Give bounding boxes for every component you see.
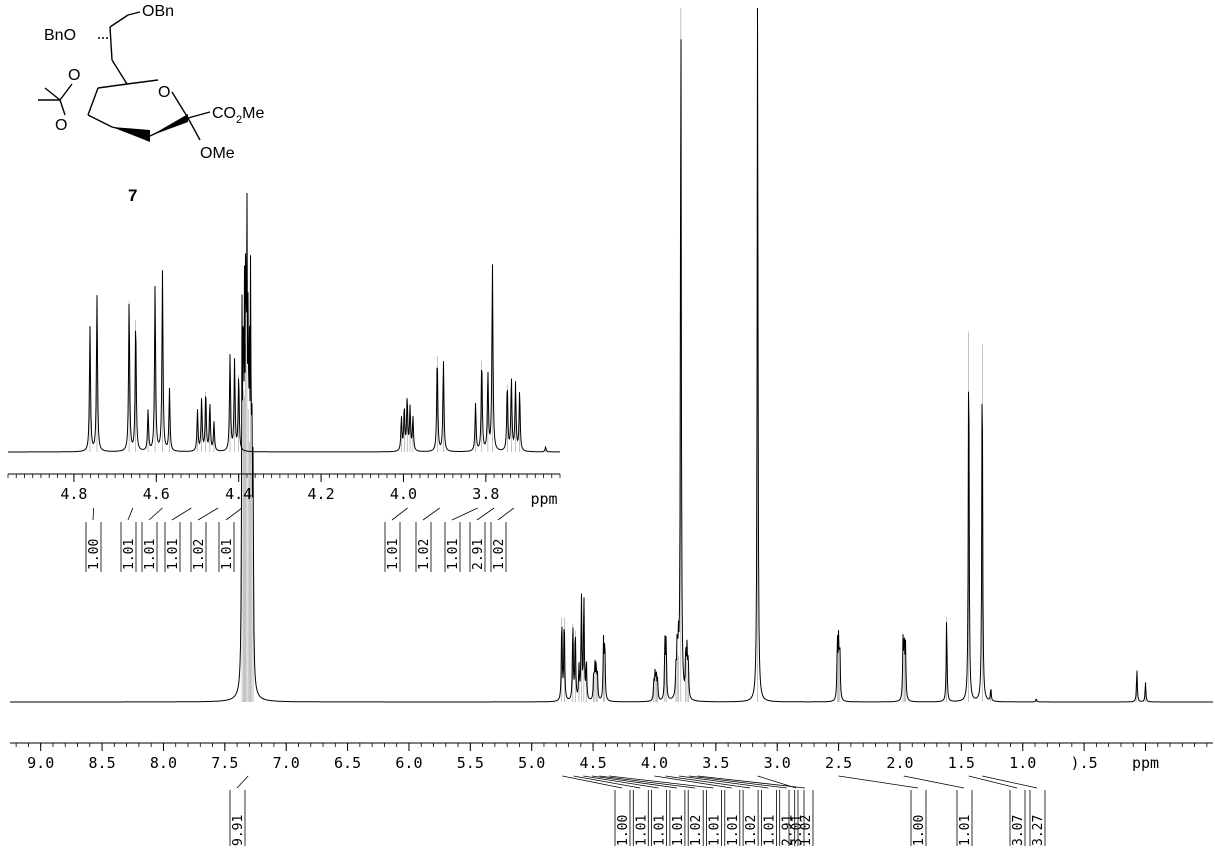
main-integral-bracket-2 — [573, 775, 649, 846]
main-integral-label-15: 3.07 — [1011, 815, 1026, 846]
main-tick-label-18: ppm — [1132, 754, 1159, 772]
main-tick-label-12: 3.0 — [764, 754, 791, 772]
inset-tick-label-1: 4.6 — [143, 485, 170, 503]
main-tick-label-13: 2.5 — [825, 754, 852, 772]
inset-tick-label-0: 4.8 — [60, 485, 87, 503]
main-integral-bracket-14 — [903, 775, 973, 846]
inset-tick-label-3: 4.2 — [308, 485, 335, 503]
main-tick-label-3: 7.5 — [211, 754, 238, 772]
label-ester: CO2Me — [212, 105, 264, 126]
main-integral-label-10: 2.91 — [781, 815, 796, 846]
inset-integral-bracket-7 — [415, 507, 440, 572]
inset-integral-label-8: 1.01 — [446, 539, 461, 570]
inset-tick-label-4: 4.0 — [390, 485, 417, 503]
main-integral-label-8: 1.02 — [744, 815, 759, 846]
main-integral-label-9: 1.01 — [762, 815, 777, 846]
main-tick-label-17: ).5 — [1071, 754, 1098, 772]
main-tick-label-2: 8.0 — [150, 754, 177, 772]
inset-integral-bracket-1 — [120, 507, 137, 572]
inset-integral-label-1: 1.01 — [122, 539, 137, 570]
main-integral-label-14: 1.01 — [958, 815, 973, 846]
main-tick-label-5: 6.5 — [334, 754, 361, 772]
main-tick-label-16: 1.0 — [1009, 754, 1036, 772]
main-tick-label-9: 4.5 — [580, 754, 607, 772]
main-spectrum: 9.0 8.5 8.0 7.5 7.0 6.5 6.0 5.5 5.0 4.5 4.0 3.5 3.0 2… — [10, 7, 1213, 846]
main-integral-label-2: 1.01 — [634, 815, 649, 846]
inset-integral-label-3: 1.01 — [166, 539, 181, 570]
main-integral-bracket-16 — [982, 775, 1046, 846]
inset-integral-bracket-2 — [141, 507, 163, 572]
main-tick-label-1: 8.5 — [89, 754, 116, 772]
main-tick-label-15: 1.5 — [948, 754, 975, 772]
inset-integral-label-6: 1.01 — [386, 539, 401, 570]
inset-integral-bracket-5 — [218, 507, 243, 572]
main-spectrum-trace — [10, 7, 1213, 703]
main-integral-label-6: 1.01 — [708, 815, 723, 846]
inset-integral-label-9: 2.91 — [471, 539, 486, 570]
label-bno: BnO — [44, 27, 76, 44]
structure-labels: OBn BnO O O O CO2Me OMe 7 — [44, 3, 264, 205]
main-integral-label-3: 1.01 — [653, 815, 668, 846]
main-integral-bracket-6 — [608, 775, 722, 846]
inset-integral-bracket-10 — [490, 507, 515, 572]
inset-integral-label-4: 1.02 — [192, 539, 207, 570]
inset-integral-bracket-4 — [190, 507, 219, 572]
main-tick-label-11: 3.5 — [702, 754, 729, 772]
inset-integral-bracket-6 — [384, 507, 408, 572]
main-integral-bracket-9 — [678, 775, 777, 846]
main-integral-bracket-1 — [562, 775, 631, 846]
main-integral-label-7: 1.01 — [726, 815, 741, 846]
inset-integral-bracket-9 — [469, 507, 495, 572]
main-integral-label-13: 1.00 — [912, 815, 927, 846]
main-integral-bracket-15 — [968, 775, 1026, 846]
main-integral-bracket-11 — [697, 775, 814, 846]
main-tick-label-6: 6.0 — [395, 754, 422, 772]
inset-spectrum: 4.8 4.6 4.4 4.2 4.0 3.8 ppm 1.00 1.01 1.01 1.01 1.… — [7, 264, 561, 572]
inset-x-axis-unit: ppm — [530, 490, 557, 508]
main-integral-label-5: 1.02 — [689, 815, 704, 846]
inset-integral-bracket-8 — [444, 507, 478, 572]
main-tick-label-7: 5.5 — [457, 754, 484, 772]
label-ome: OMe — [200, 145, 235, 162]
inset-integral-label-5: 1.01 — [220, 539, 235, 570]
main-tick-label-8: 5.0 — [518, 754, 545, 772]
main-tick-label-4: 7.0 — [273, 754, 300, 772]
main-integral-bracket-3 — [583, 775, 667, 846]
main-integral-bracket-5 — [599, 775, 704, 846]
main-integral-label-0: 9.91 — [231, 815, 246, 846]
main-tick-label-10: 4.0 — [641, 754, 668, 772]
inset-spectrum-trace — [8, 264, 560, 453]
inset-integral-bracket-3 — [164, 507, 192, 572]
main-integral-label-1: 1.00 — [616, 815, 631, 846]
main-integral-label-12: 3.01 — [790, 815, 805, 846]
main-integral-bracket-13 — [838, 775, 927, 846]
label-acetonide-o2: O — [55, 117, 67, 134]
main-tick-label-14: 2.0 — [886, 754, 913, 772]
main-integral-label-4: 1.01 — [671, 815, 686, 846]
label-ring-o: O — [158, 84, 170, 101]
inset-tick-label-5: 3.8 — [472, 485, 499, 503]
inset-tick-label-2: 4.4 — [225, 485, 252, 503]
inset-integral-label-0: 1.00 — [87, 539, 102, 570]
main-integral-bracket-7 — [654, 775, 741, 846]
main-tick-label-0: 9.0 — [27, 754, 54, 772]
inset-integral-label-7: 1.02 — [417, 539, 432, 570]
main-integral-label-11: 1.02 — [799, 815, 814, 846]
main-integral-bracket-4 — [591, 775, 686, 846]
label-acetonide-o1: O — [68, 67, 80, 84]
label-obn: OBn — [142, 3, 174, 20]
main-integral-bracket-10 — [688, 775, 796, 846]
inset-integral-label-2: 1.01 — [143, 539, 158, 570]
inset-integral-bracket-0 — [85, 507, 102, 572]
main-integral-bracket-12 — [757, 775, 805, 846]
main-integral-label-16: 3.27 — [1031, 815, 1046, 846]
chemical-structure — [38, 11, 211, 142]
inset-integral-label-10: 1.02 — [492, 539, 507, 570]
compound-number: 7 — [128, 186, 137, 205]
main-integral-bracket-8 — [665, 775, 759, 846]
main-integral-bracket-0 — [229, 775, 249, 846]
